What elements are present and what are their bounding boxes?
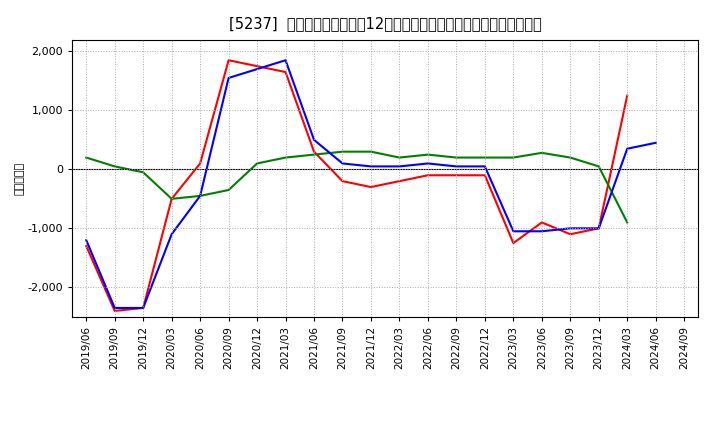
Y-axis label: （百万円）: （百万円） <box>14 161 24 195</box>
フリーCF <box>509 229 518 234</box>
投資CF <box>139 170 148 175</box>
営業CF <box>566 231 575 237</box>
フリーCF <box>110 305 119 311</box>
投資CF <box>338 149 347 154</box>
投資CF <box>623 220 631 225</box>
フリーCF <box>139 305 148 311</box>
フリーCF <box>167 231 176 237</box>
フリーCF <box>366 164 375 169</box>
営業CF <box>225 58 233 63</box>
投資CF <box>225 187 233 193</box>
フリーCF <box>310 137 318 143</box>
フリーCF <box>338 161 347 166</box>
フリーCF <box>423 161 432 166</box>
フリーCF <box>480 164 489 169</box>
フリーCF <box>452 164 461 169</box>
フリーCF <box>537 229 546 234</box>
Title: [5237]  キャッシュフローの12か月移動合計の対前年同期増減額の推移: [5237] キャッシュフローの12か月移動合計の対前年同期増減額の推移 <box>229 16 541 32</box>
営業CF <box>423 172 432 178</box>
営業CF <box>167 196 176 202</box>
営業CF <box>452 172 461 178</box>
投資CF <box>537 150 546 155</box>
投資CF <box>110 164 119 169</box>
投資CF <box>167 196 176 202</box>
投資CF <box>566 155 575 160</box>
営業CF <box>253 63 261 69</box>
営業CF <box>110 308 119 314</box>
フリーCF <box>595 226 603 231</box>
投資CF <box>253 161 261 166</box>
Line: フリーCF: フリーCF <box>86 60 656 308</box>
営業CF <box>338 179 347 184</box>
投資CF <box>82 155 91 160</box>
営業CF <box>623 93 631 98</box>
営業CF <box>480 172 489 178</box>
営業CF <box>82 243 91 249</box>
投資CF <box>509 155 518 160</box>
営業CF <box>595 226 603 231</box>
フリーCF <box>82 238 91 243</box>
フリーCF <box>225 75 233 81</box>
Line: 営業CF: 営業CF <box>86 60 627 311</box>
フリーCF <box>253 66 261 72</box>
フリーCF <box>196 193 204 198</box>
営業CF <box>139 305 148 311</box>
フリーCF <box>652 140 660 146</box>
投資CF <box>366 149 375 154</box>
営業CF <box>196 161 204 166</box>
営業CF <box>509 240 518 246</box>
フリーCF <box>395 164 404 169</box>
営業CF <box>310 149 318 154</box>
投資CF <box>395 155 404 160</box>
投資CF <box>196 193 204 198</box>
営業CF <box>282 70 290 75</box>
営業CF <box>395 179 404 184</box>
営業CF <box>537 220 546 225</box>
投資CF <box>595 164 603 169</box>
営業CF <box>366 184 375 190</box>
投資CF <box>282 155 290 160</box>
フリーCF <box>282 58 290 63</box>
フリーCF <box>623 146 631 151</box>
投資CF <box>452 155 461 160</box>
投資CF <box>480 155 489 160</box>
投資CF <box>423 152 432 157</box>
Line: 投資CF: 投資CF <box>86 152 627 223</box>
投資CF <box>310 152 318 157</box>
フリーCF <box>566 226 575 231</box>
